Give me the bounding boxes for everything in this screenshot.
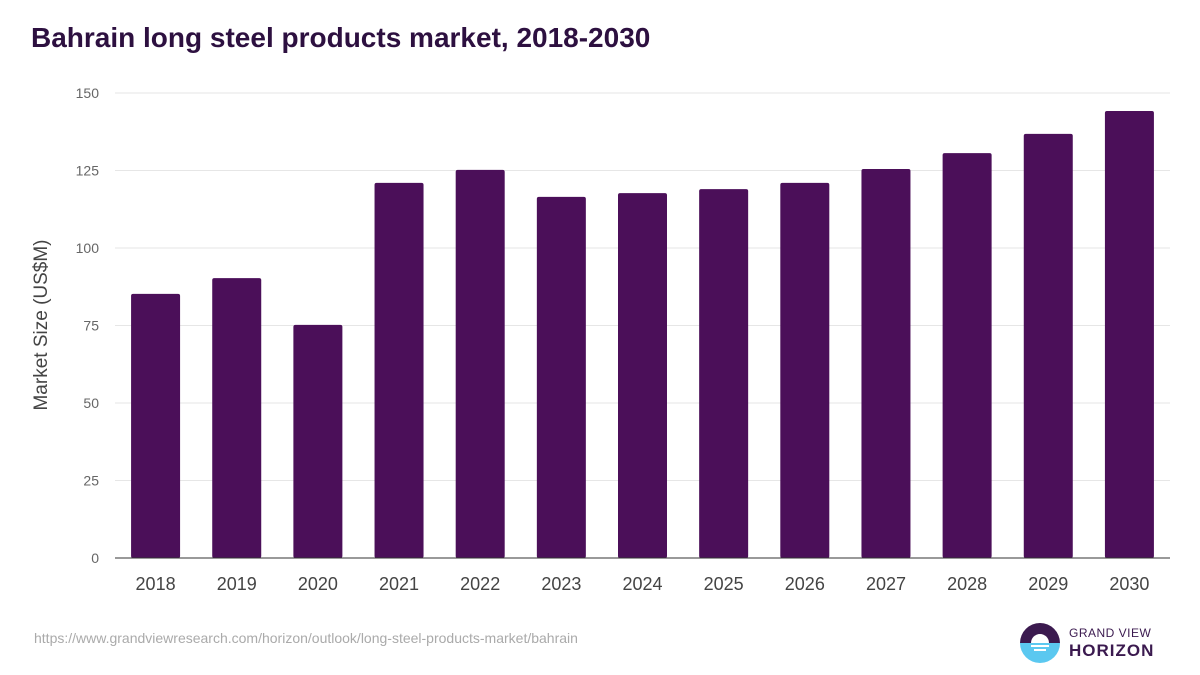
x-tick-label: 2024 [622,574,662,594]
bar-2020 [293,324,343,558]
source-url[interactable]: https://www.grandviewresearch.com/horizo… [34,630,578,646]
chart-title: Bahrain long steel products market, 2018… [31,22,651,53]
bar-2025 [699,189,749,558]
y-tick-label: 125 [76,163,100,179]
y-tick-label: 50 [83,395,99,411]
bar-2027 [861,168,911,558]
grand-view-horizon-logo: GRAND VIEW HORIZON [1019,622,1154,664]
y-tick-label: 150 [76,85,100,101]
bar-2018 [131,293,181,558]
x-tick-label: 2029 [1028,574,1068,594]
x-tick-label: 2019 [217,574,257,594]
bar-2024 [618,193,667,558]
y-tick-label: 0 [91,550,99,566]
y-tick-label: 25 [83,473,99,489]
bar-2030 [1104,110,1154,558]
bar-2026 [780,182,830,558]
bar-2019 [212,278,262,558]
y-axis-label: Market Size (US$M) [31,239,52,410]
bar-2028 [942,153,992,558]
y-tick-label: 75 [83,318,99,334]
bar-2021 [374,182,424,558]
x-tick-label: 2026 [785,574,825,594]
y-tick-label: 100 [76,240,100,256]
x-tick-label: 2030 [1109,574,1149,594]
bar-2029 [1023,133,1073,559]
horizon-logo-icon [1020,623,1060,663]
x-tick-label: 2020 [298,574,338,594]
x-tick-label: 2025 [704,574,744,594]
bar-2023 [536,196,586,558]
logo-line1: GRAND VIEW [1069,626,1152,640]
x-tick-label: 2028 [947,574,987,594]
x-tick-label: 2023 [541,574,581,594]
x-tick-label: 2022 [460,574,500,594]
x-tick-label: 2027 [866,574,906,594]
x-tick-label: 2021 [379,574,419,594]
x-tick-label: 2018 [136,574,176,594]
logo-line2: HORIZON [1069,641,1155,660]
bar-2022 [455,169,505,558]
